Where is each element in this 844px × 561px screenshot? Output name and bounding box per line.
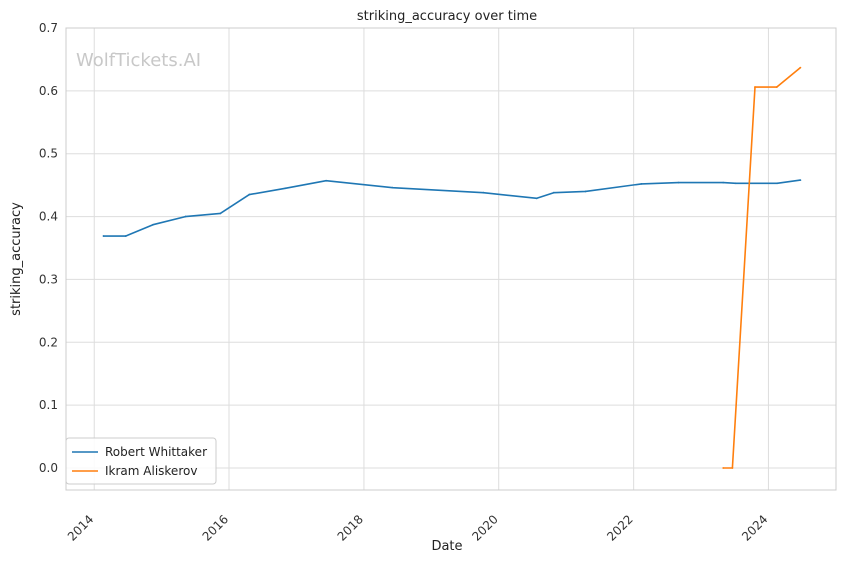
watermark: WolfTickets.AI [76,50,201,71]
data-point-robert-whittaker [248,193,251,196]
data-point-robert-whittaker [799,179,802,182]
y-tick-label: 0.7 [39,21,58,35]
y-tick-label: 0.0 [39,461,58,475]
data-point-robert-whittaker [535,197,538,200]
data-point-ikram-aliskerov [754,86,756,88]
data-point-ikram-aliskerov [799,66,802,69]
x-tick-label: 2020 [469,512,500,543]
data-point-ikram-aliskerov [775,86,778,88]
data-point-robert-whittaker [219,212,222,215]
data-point-ikram-aliskerov [731,467,734,469]
grid-lines [66,27,836,490]
x-axis-ticks: 2014 2016 2018 2020 2022 2024 [65,512,771,543]
x-tick-label: 2014 [65,512,96,543]
data-point-robert-whittaker [776,182,779,185]
data-point-robert-whittaker [722,181,725,184]
plot-background [66,28,836,490]
data-point-robert-whittaker [124,235,127,237]
data-point-robert-whittaker [734,182,737,185]
data-point-robert-whittaker [584,190,587,193]
data-point-ikram-aliskerov [722,467,725,469]
series-layer [102,66,802,469]
y-tick-label: 0.1 [39,398,58,412]
data-point-robert-whittaker [284,187,287,190]
data-point-robert-whittaker [391,186,394,189]
x-tick-label: 2016 [200,512,231,543]
data-point-robert-whittaker [552,191,555,194]
data-point-robert-whittaker [184,215,187,218]
data-point-robert-whittaker [640,182,643,185]
legend-box [65,437,217,485]
y-tick-label: 0.4 [39,210,58,224]
chart-title: striking_accuracy over time [357,9,537,24]
y-axis-ticks: 0.0 0.1 0.2 0.3 0.4 0.5 0.6 0.7 [39,21,58,475]
data-point-robert-whittaker [482,191,485,194]
legend-label-ikram-aliskerov: Ikram Aliskerov [105,464,197,478]
y-tick-label: 0.2 [39,335,58,349]
data-point-robert-whittaker [325,179,328,182]
plot-frame [65,27,837,491]
x-axis-title: Date [431,539,462,554]
x-tick-label: 2018 [335,512,366,543]
x-tick-label: 2022 [604,512,635,543]
data-point-robert-whittaker [677,181,680,184]
data-point-robert-whittaker [102,235,105,237]
legend: Robert Whittaker Ikram Aliskerov [65,437,217,485]
y-tick-label: 0.3 [39,272,58,286]
legend-label-robert-whittaker: Robert Whittaker [105,445,207,459]
y-tick-label: 0.6 [39,84,58,98]
y-axis-title: striking_accuracy [9,202,24,316]
y-tick-label: 0.5 [39,147,58,161]
data-point-robert-whittaker [152,223,154,226]
x-tick-label: 2024 [739,512,770,543]
